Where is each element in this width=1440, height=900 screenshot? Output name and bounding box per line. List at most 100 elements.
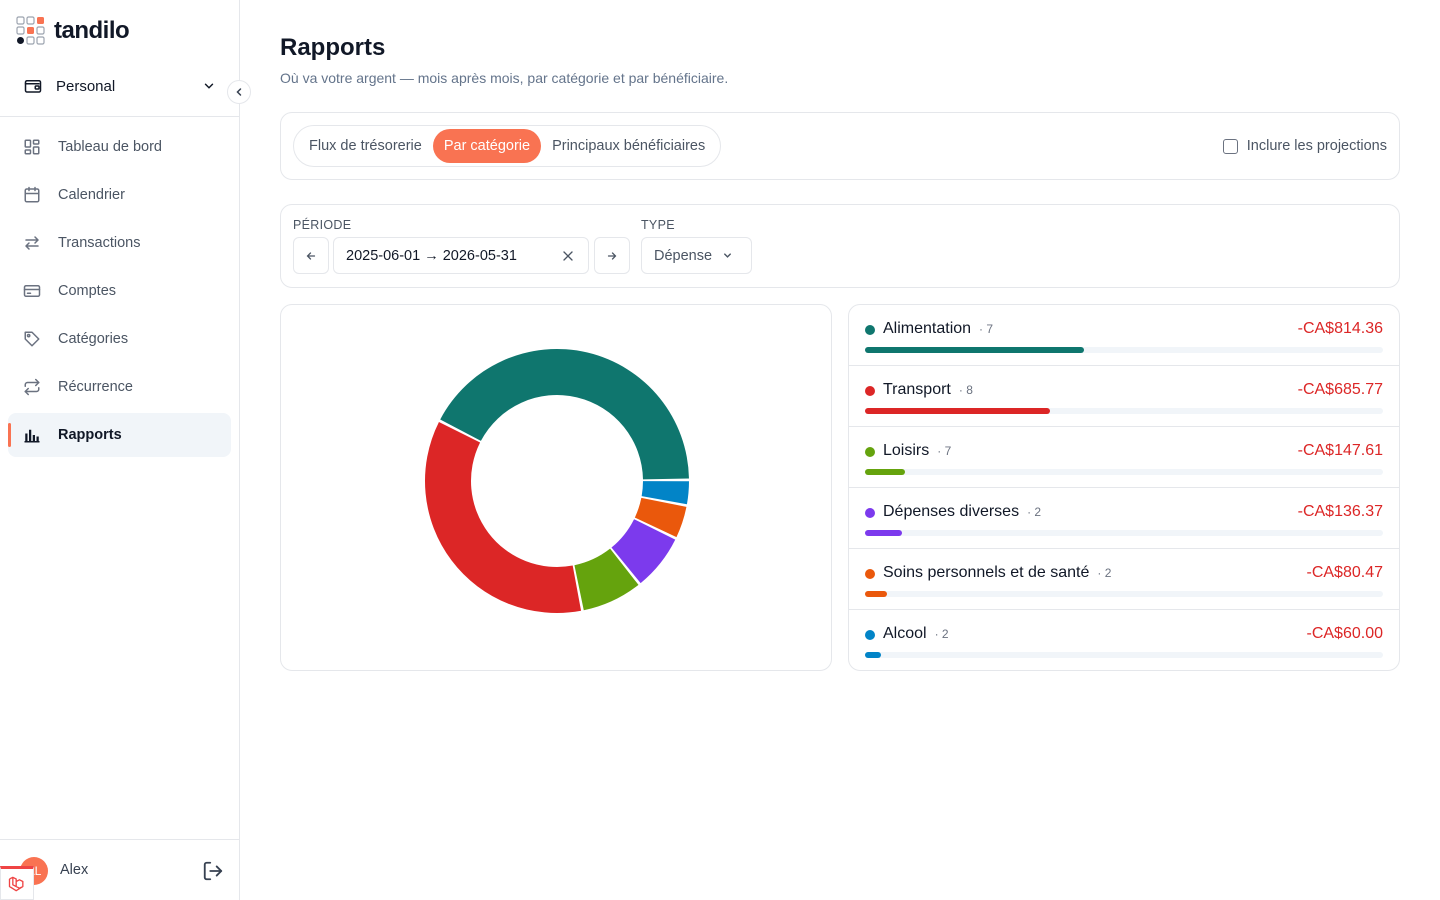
sidebar-item-label: Transactions: [58, 235, 141, 251]
category-label-group: Loisirs · 7: [883, 442, 951, 460]
category-amount: -CA$685.77: [1297, 381, 1383, 398]
donut-slice-alcool[interactable]: [641, 481, 689, 505]
sidebar: tandilo Personal Tableau de bord Calendr…: [0, 0, 240, 900]
category-row[interactable]: Transport · 8 -CA$685.77: [849, 366, 1399, 427]
category-amount: -CA$60.00: [1306, 625, 1384, 642]
calendar-icon: [22, 185, 42, 205]
category-row[interactable]: Soins personnels et de santé · 2 -CA$80.47: [849, 549, 1399, 610]
category-count: · 7: [937, 444, 952, 458]
category-bar-fill: [865, 347, 1085, 353]
sidebar-item-dashboard[interactable]: Tableau de bord: [8, 125, 231, 169]
logo-mark-icon: [16, 16, 45, 45]
category-row[interactable]: Alcool · 2 -CA$60.00: [849, 610, 1399, 670]
donut-slice-dépenses-diverses[interactable]: [611, 519, 676, 584]
report-tabs: Flux de trésorerie Par catégorie Princip…: [293, 125, 722, 167]
sidebar-item-reports[interactable]: Rapports: [8, 413, 231, 457]
arrow-right-icon: [607, 251, 617, 260]
sidebar-item-label: Tableau de bord: [58, 139, 162, 155]
next-period-button[interactable]: [594, 237, 630, 274]
donut-chart-card: [280, 304, 832, 671]
previous-period-button[interactable]: [293, 237, 329, 274]
category-bar-track: [865, 408, 1383, 414]
user-name: Alex: [60, 862, 89, 878]
collapse-sidebar-button[interactable]: [227, 80, 251, 104]
user-bar: AL Alex: [0, 839, 240, 900]
donut-slice-loisirs[interactable]: [574, 548, 639, 611]
category-bar-track: [865, 652, 1383, 658]
period-label: PÉRIODE: [293, 218, 352, 232]
category-bar-fill: [865, 530, 902, 536]
category-row[interactable]: Dépenses diverses · 2 -CA$136.37: [849, 488, 1399, 549]
period-value: 2025-06-01 → 2026-05-31: [346, 247, 517, 264]
debugbar-toggle[interactable]: [0, 866, 34, 900]
sidebar-item-label: Comptes: [58, 283, 117, 299]
category-count: · 2: [1097, 566, 1112, 580]
category-amount: -CA$80.47: [1306, 564, 1384, 581]
category-label-group: Soins personnels et de santé · 2: [883, 564, 1111, 582]
category-name: Alimentation: [883, 320, 972, 337]
donut-slice-soins-personnels-et-de-santé[interactable]: [634, 497, 687, 538]
tag-icon: [22, 329, 42, 349]
category-name: Transport: [883, 381, 951, 398]
category-color-dot: [865, 569, 875, 579]
category-name: Alcool: [883, 625, 927, 642]
category-row[interactable]: Loisirs · 7 -CA$147.61: [849, 427, 1399, 488]
category-label-group: Alcool · 2: [883, 625, 949, 643]
clear-icon[interactable]: [560, 248, 576, 264]
category-name: Loisirs: [883, 442, 930, 459]
tab-top-payees[interactable]: Principaux bénéficiaires: [552, 138, 706, 154]
category-color-dot: [865, 386, 875, 396]
category-breakdown-list: Alimentation · 7 -CA$814.36 Transport · 8 -CA…: [848, 304, 1400, 671]
workspace-name: Personal: [56, 77, 116, 95]
type-value: Dépense: [654, 247, 713, 264]
laravel-icon: [8, 876, 24, 892]
sidebar-item-label: Catégories: [58, 331, 129, 347]
sidebar-item-label: Récurrence: [58, 379, 133, 395]
include-projections-label: Inclure les projections: [1246, 138, 1387, 154]
sidebar-item-label: Rapports: [58, 427, 122, 443]
category-bar-track: [865, 469, 1383, 475]
sidebar-item-transactions[interactable]: Transactions: [8, 221, 231, 265]
sidebar-item-recurrence[interactable]: Récurrence: [8, 365, 231, 409]
donut-slice-transport[interactable]: [425, 421, 582, 613]
page-title: Rapports: [280, 34, 386, 61]
sidebar-item-calendar[interactable]: Calendrier: [8, 173, 231, 217]
category-bar-track: [865, 347, 1383, 353]
logout-icon[interactable]: [202, 860, 224, 882]
bar-chart-icon: [22, 425, 42, 445]
category-label-group: Alimentation · 7: [883, 320, 993, 338]
category-name: Soins personnels et de santé: [883, 564, 1090, 581]
workspace-switcher[interactable]: Personal: [16, 66, 224, 106]
category-row[interactable]: Alimentation · 7 -CA$814.36: [849, 305, 1399, 366]
arrow-left-icon: [306, 251, 316, 260]
sidebar-divider: [0, 116, 240, 117]
period-date-range-input[interactable]: 2025-06-01 → 2026-05-31: [333, 237, 589, 274]
category-count: · 2: [1027, 505, 1042, 519]
type-select[interactable]: Dépense: [641, 237, 752, 274]
sidebar-item-accounts[interactable]: Comptes: [8, 269, 231, 313]
tab-cash-flow[interactable]: Flux de trésorerie: [309, 138, 422, 154]
category-count: · 7: [979, 322, 994, 336]
sidebar-item-categories[interactable]: Catégories: [8, 317, 231, 361]
filters-card: PÉRIODE 2025-06-01 → 2026-05-31 TYPE Dép…: [280, 204, 1400, 288]
donut-slice-alimentation[interactable]: [440, 348, 689, 480]
category-name: Dépenses diverses: [883, 503, 1020, 520]
report-tabs-card: Flux de trésorerie Par catégorie Princip…: [280, 112, 1400, 180]
wallet-icon: [24, 80, 42, 93]
include-projections-toggle[interactable]: Inclure les projections: [1222, 138, 1387, 154]
include-projections-checkbox[interactable]: [1222, 138, 1238, 154]
app-name: tandilo: [54, 17, 130, 44]
category-bar-track: [865, 591, 1383, 597]
category-color-dot: [865, 447, 875, 457]
category-bar-fill: [865, 408, 1050, 414]
category-amount: -CA$147.61: [1297, 442, 1383, 459]
transfer-arrows-icon: [22, 233, 42, 253]
chevron-down-icon: [724, 253, 731, 258]
category-color-dot: [865, 630, 875, 640]
dashboard-icon: [22, 137, 42, 157]
category-color-dot: [865, 508, 875, 518]
logo[interactable]: tandilo: [16, 16, 130, 46]
sidebar-nav: Tableau de bord Calendrier Transactions …: [8, 125, 231, 461]
tab-by-category[interactable]: Par catégorie: [432, 129, 542, 163]
category-amount: -CA$136.37: [1297, 503, 1383, 520]
